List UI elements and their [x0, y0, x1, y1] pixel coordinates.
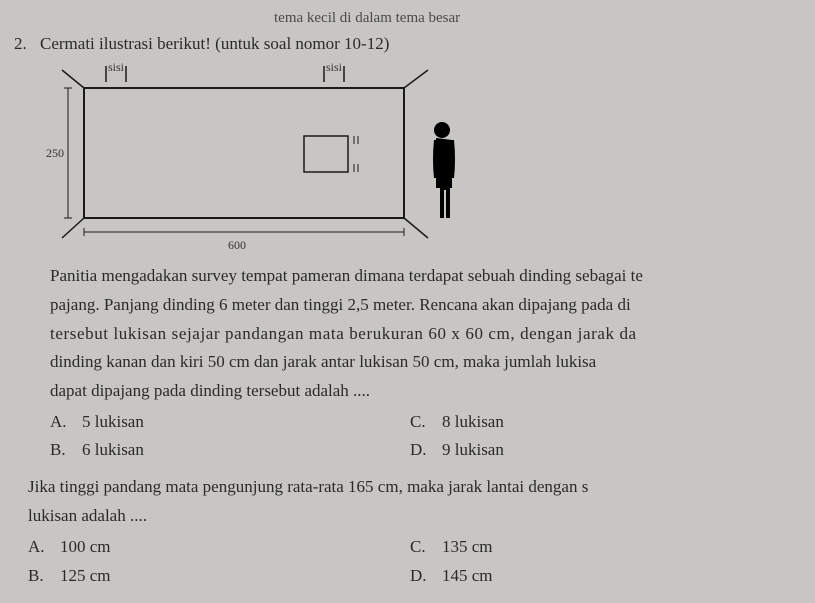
option-letter: B.: [50, 436, 68, 465]
option-letter: D.: [410, 562, 428, 591]
option-text: 5 lukisan: [82, 408, 144, 437]
option-text: 9 lukisan: [442, 436, 504, 465]
option-text: 6 lukisan: [82, 436, 144, 465]
option-text: 8 lukisan: [442, 408, 504, 437]
passage-line-1: Panitia mengadakan survey tempat pameran…: [50, 264, 801, 289]
option-text: 125 cm: [60, 562, 111, 591]
option-A: A. 5 lukisan: [50, 408, 410, 437]
option-letter: D.: [410, 436, 428, 465]
option-text: 100 cm: [60, 533, 111, 562]
q2-prompt-line-1: Jika tinggi pandang mata pengunjung rata…: [28, 475, 801, 500]
option-C: C. 8 lukisan: [410, 408, 504, 437]
q2-prompt-line-2: lukisan adalah ....: [28, 504, 801, 529]
question-header: 2. Cermati ilustrasi berikut! (untuk soa…: [14, 32, 801, 57]
wall-diagram: sisi sisi 25: [44, 60, 484, 260]
sisi-label-left: sisi: [108, 60, 124, 75]
passage-line-3: tersebut lukisan sejajar pandangan mata …: [50, 322, 801, 347]
option-A: A. 100 cm: [28, 533, 410, 562]
person-icon: [433, 122, 455, 218]
option-B: B. 125 cm: [28, 562, 410, 591]
option-D: D. 145 cm: [410, 562, 493, 591]
option-letter: C.: [410, 408, 428, 437]
question-prompt: Cermati ilustrasi berikut! (untuk soal n…: [40, 32, 389, 57]
passage-line-2: pajang. Panjang dinding 6 meter dan ting…: [50, 293, 801, 318]
option-letter: B.: [28, 562, 46, 591]
height-dimension: 250: [44, 146, 66, 161]
option-text: 145 cm: [442, 562, 493, 591]
option-letter: C.: [410, 533, 428, 562]
question-number: 2.: [14, 32, 32, 57]
option-B: B. 6 lukisan: [50, 436, 410, 465]
q1-options: A. 5 lukisan B. 6 lukisan C. 8 lukisan D…: [50, 408, 801, 466]
passage-line-4: dinding kanan dan kiri 50 cm dan jarak a…: [50, 350, 801, 375]
option-letter: A.: [50, 408, 68, 437]
option-text: 135 cm: [442, 533, 493, 562]
diagram-svg: [44, 60, 484, 260]
option-D: D. 9 lukisan: [410, 436, 504, 465]
page-top-fragment: tema kecil di dalam tema besar: [274, 8, 801, 30]
sisi-label-right: sisi: [326, 60, 342, 75]
option-letter: A.: [28, 533, 46, 562]
option-C: C. 135 cm: [410, 533, 493, 562]
passage-line-5: dapat dipajang pada dinding tersebut ada…: [50, 379, 801, 404]
q2-options: A. 100 cm B. 125 cm C. 135 cm D. 145 cm: [28, 533, 801, 591]
width-dimension: 600: [228, 238, 246, 253]
